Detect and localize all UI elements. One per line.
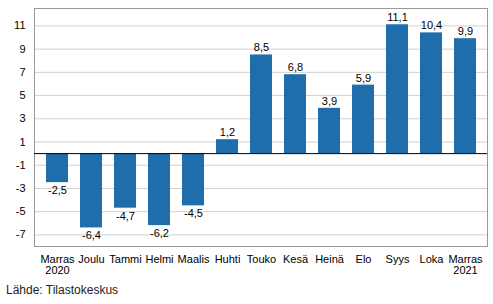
svg-text:-6,4: -6,4 — [82, 229, 101, 241]
svg-text:-4,5: -4,5 — [184, 207, 203, 219]
svg-text:-6,2: -6,2 — [150, 227, 169, 239]
svg-text:11: 11 — [14, 19, 25, 31]
svg-text:-3: -3 — [16, 182, 26, 194]
svg-text:Touko: Touko — [247, 253, 276, 265]
svg-text:Kesä: Kesä — [283, 253, 309, 265]
svg-text:Loka: Loka — [420, 253, 445, 265]
svg-text:-4,7: -4,7 — [116, 210, 135, 222]
svg-text:8,5: 8,5 — [254, 41, 269, 53]
svg-text:10,4: 10,4 — [421, 19, 442, 31]
svg-text:9,9: 9,9 — [458, 25, 473, 37]
svg-text:-7: -7 — [16, 228, 26, 240]
svg-text:6,8: 6,8 — [288, 61, 303, 73]
svg-text:1: 1 — [19, 136, 25, 148]
svg-text:7: 7 — [19, 66, 25, 78]
svg-text:-5: -5 — [16, 205, 26, 217]
svg-text:11,1: 11,1 — [387, 11, 408, 23]
svg-text:Huhti: Huhti — [215, 253, 241, 265]
svg-text:Maalis: Maalis — [178, 253, 210, 265]
svg-text:Helmi: Helmi — [145, 253, 173, 265]
svg-text:5,9: 5,9 — [356, 72, 371, 84]
svg-text:Syys: Syys — [386, 253, 410, 265]
svg-text:-1: -1 — [16, 159, 26, 171]
svg-text:Joulu: Joulu — [78, 253, 104, 265]
svg-text:Marras2020: Marras2020 — [40, 253, 75, 276]
svg-text:3,9: 3,9 — [322, 95, 337, 107]
svg-text:1,2: 1,2 — [220, 126, 235, 138]
html-text:Lähde: Tilastokeskus: Lähde: Tilastokeskus — [6, 283, 119, 297]
svg-text:Elo: Elo — [356, 253, 372, 265]
svg-text:5: 5 — [19, 89, 25, 101]
svg-text:Heinä: Heinä — [315, 253, 345, 265]
svg-text:3: 3 — [19, 112, 25, 124]
svg-text:-2,5: -2,5 — [48, 184, 67, 196]
svg-text:Marras2021: Marras2021 — [448, 253, 483, 276]
svg-text:Tammi: Tammi — [109, 253, 141, 265]
svg-text:9: 9 — [19, 43, 25, 55]
